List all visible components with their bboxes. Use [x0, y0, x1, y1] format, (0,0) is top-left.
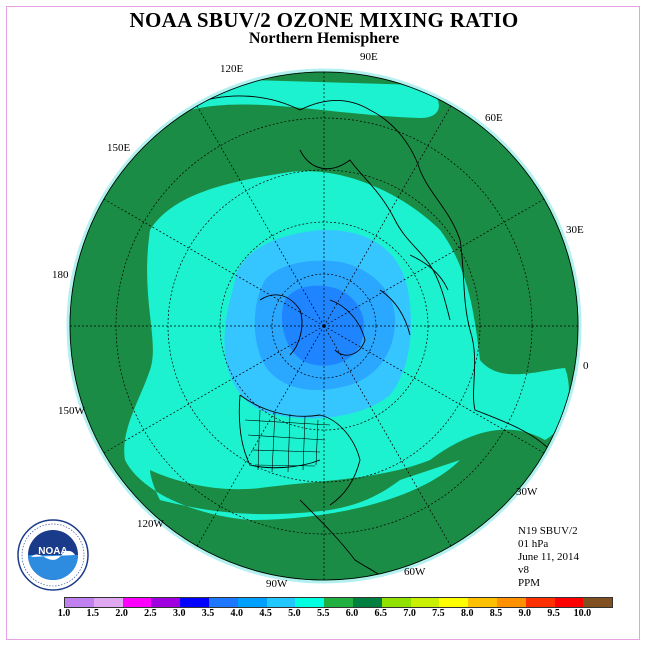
- lon-label-0: 0: [583, 360, 589, 372]
- legend-swatch: [324, 598, 353, 607]
- page-title: NOAA SBUV/2 OZONE MIXING RATIO: [129, 8, 519, 32]
- legend-tick-label: 7.0: [403, 608, 416, 619]
- lon-label-90w: 90W: [266, 578, 288, 590]
- lon-label-30w: 30W: [516, 486, 538, 498]
- noaa-logo: NOAA: [17, 519, 89, 591]
- lon-label-120e: 120E: [220, 63, 244, 75]
- legend-swatch: [583, 598, 613, 607]
- legend-tick-label: 3.0: [172, 608, 186, 619]
- map-outer-ring: [66, 68, 582, 584]
- lon-label-150w: 150W: [58, 405, 85, 417]
- map-border: [69, 71, 579, 581]
- legend-swatch: [180, 598, 209, 607]
- svg-text:NOAA: NOAA: [38, 546, 67, 557]
- legend-tick-label: 4.0: [230, 608, 244, 619]
- legend-swatch: [410, 598, 440, 607]
- legend-swatch: [65, 598, 94, 607]
- info-date: June 11, 2014: [518, 551, 580, 563]
- legend-tick-label: 2.5: [144, 608, 157, 619]
- map-disk: [68, 70, 580, 582]
- color-legend-ticks: 1.0 1.5 2.0 2.5 3.0 3.5 4.0 4.5 5.0 5.5 6.0 6.5 7.0 7…: [54, 608, 594, 622]
- legend-swatch: [468, 598, 497, 607]
- legend-swatch: [352, 598, 382, 607]
- page-frame: [6, 6, 640, 640]
- legend-tick-label: 7.5: [432, 608, 445, 619]
- graticule: [68, 70, 580, 582]
- lon-label-60w: 60W: [404, 566, 426, 578]
- info-block: N19 SBUV/2 01 hPa June 11, 2014 v8 PPM: [518, 525, 579, 590]
- page-subtitle: Northern Hemisphere: [248, 30, 400, 47]
- info-satellite: N19 SBUV/2: [518, 525, 578, 537]
- color-legend-bar: [64, 597, 614, 608]
- legend-swatch: [496, 598, 526, 607]
- coastlines: [189, 95, 551, 582]
- band-4-5: [187, 80, 439, 118]
- legend-tick-label: 8.0: [460, 608, 474, 619]
- legend-swatch: [151, 598, 181, 607]
- legend-tick-label: 9.5: [547, 608, 560, 619]
- lon-label-60e: 60E: [485, 112, 503, 124]
- legend-tick-label: 4.5: [259, 608, 272, 619]
- legend-swatch: [237, 598, 267, 607]
- legend-tick-label: 6.0: [345, 608, 359, 619]
- lon-label-30e: 30E: [566, 224, 584, 236]
- legend-tick-label: 1.0: [57, 608, 71, 619]
- legend-swatch: [381, 598, 411, 607]
- info-pressure: 01 hPa: [518, 538, 549, 550]
- legend-swatch: [525, 598, 555, 607]
- legend-swatch: [554, 598, 584, 607]
- legend-tick-label: 1.5: [86, 608, 100, 619]
- lon-label-90e: 90E: [360, 51, 378, 63]
- legend-tick-label: 2.0: [115, 608, 128, 619]
- legend-tick-label: 5.5: [316, 608, 330, 619]
- lon-label-150e: 150E: [107, 142, 131, 154]
- legend-tick-label: 6.5: [374, 608, 388, 619]
- legend-swatch: [266, 598, 296, 607]
- lon-label-180: 180: [52, 269, 69, 281]
- legend-tick-label: 8.5: [489, 608, 503, 619]
- lon-label-120w: 120W: [137, 518, 164, 530]
- info-version: v8: [518, 564, 529, 576]
- legend-swatch: [295, 598, 325, 607]
- legend-tick-label: 9.0: [518, 608, 532, 619]
- legend-tick-label: 10.0: [573, 608, 592, 619]
- legend-tick-label: 5.0: [288, 608, 301, 619]
- info-units: PPM: [518, 577, 541, 589]
- legend-swatch: [208, 598, 238, 607]
- legend-swatch: [93, 598, 123, 607]
- legend-swatch: [122, 598, 152, 607]
- us-states: [244, 409, 331, 473]
- legend-swatch: [439, 598, 469, 607]
- legend-tick-label: 3.5: [201, 608, 215, 619]
